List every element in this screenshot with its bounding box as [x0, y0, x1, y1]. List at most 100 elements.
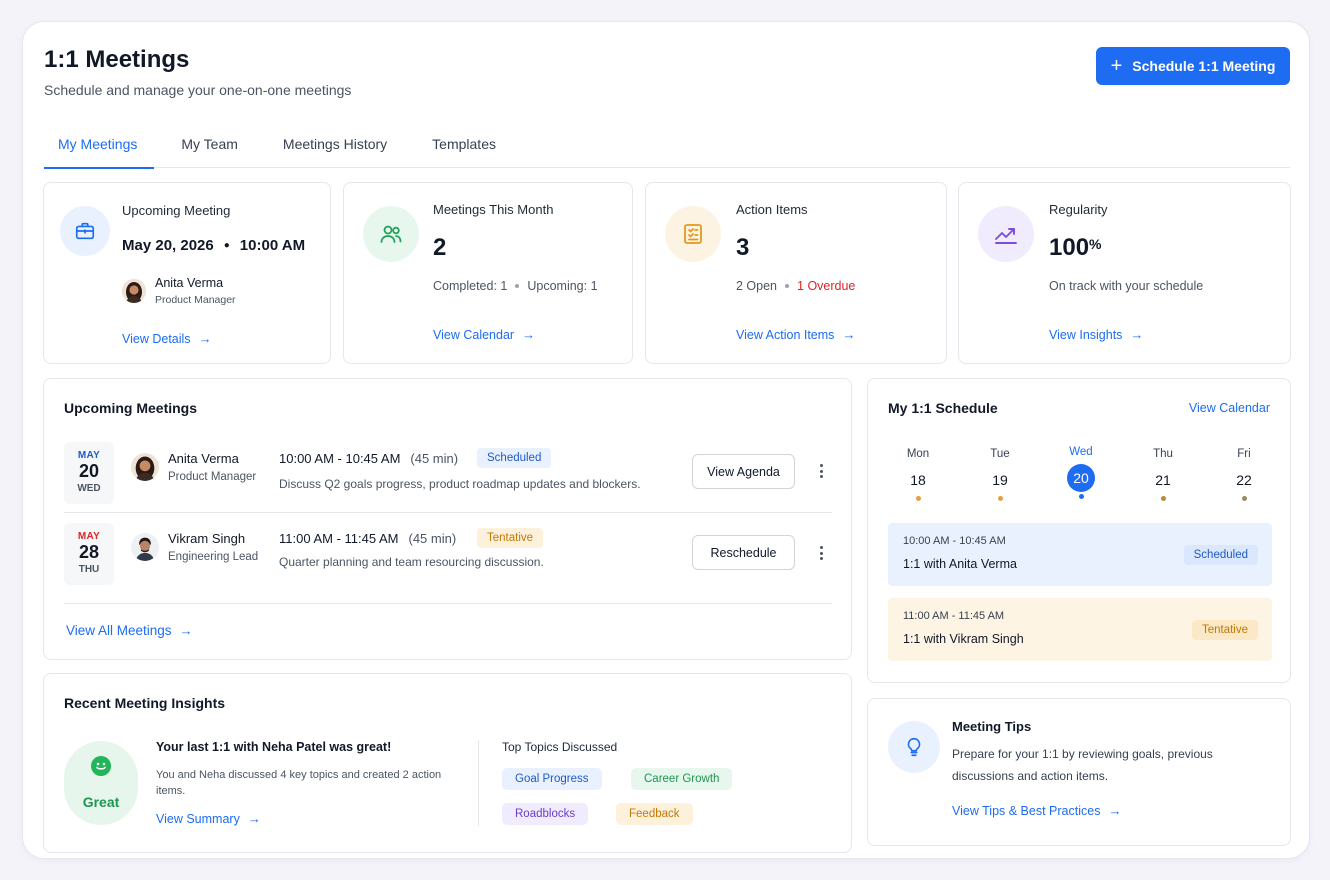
- meeting-weekday: WED: [77, 483, 101, 494]
- topic-tag[interactable]: Career Growth: [631, 768, 733, 790]
- topic-tag[interactable]: Feedback: [616, 803, 693, 825]
- reschedule-button[interactable]: Reschedule: [692, 535, 795, 570]
- insight-headline: Your last 1:1 with Neha Patel was great!: [156, 740, 392, 754]
- upcoming-person-name: Anita Verma: [155, 276, 224, 290]
- meeting-date-box: MAY 20 WED: [64, 442, 114, 504]
- schedule-title: My 1:1 Schedule: [888, 400, 998, 416]
- status-badge: Scheduled: [1183, 545, 1258, 565]
- avatar: [122, 279, 146, 303]
- slot-name: 1:1 with Vikram Singh: [903, 632, 1024, 646]
- tab-bar: My Meetings My Team Meetings History Tem…: [44, 128, 1290, 169]
- arrow-right-icon: →: [198, 331, 212, 346]
- upcoming-meeting-datetime: May 20, 2026 ● 10:00 AM: [122, 237, 306, 254]
- schedule-meeting-label: Schedule 1:1 Meeting: [1132, 58, 1276, 74]
- event-dot: [1160, 496, 1166, 501]
- meeting-person-name: Anita Verma: [168, 451, 239, 466]
- schedule-slot[interactable]: 11:00 AM - 11:45 AM 1:1 with Vikram Sing…: [888, 598, 1272, 661]
- regularity-value-wrap: 100%: [1049, 234, 1102, 262]
- meeting-description: Discuss Q2 goals progress, product roadm…: [279, 477, 641, 491]
- day-thu[interactable]: Thu 21: [1143, 448, 1183, 501]
- avatar: [131, 453, 159, 481]
- rating-label: Great: [82, 794, 120, 810]
- more-options-icon[interactable]: [815, 462, 827, 480]
- slot-time: 11:00 AM - 11:45 AM: [903, 610, 1005, 622]
- meeting-weekday: THU: [78, 564, 100, 575]
- view-details-link[interactable]: View Details →: [122, 331, 212, 346]
- upcoming-meeting-date: May 20, 2026: [122, 237, 214, 254]
- view-calendar-link[interactable]: View Calendar →: [433, 327, 536, 342]
- regularity-unit: %: [1089, 236, 1102, 252]
- meetings-this-month-card: Meetings This Month 2 Completed: 1 Upcom…: [343, 182, 633, 364]
- divider: [478, 740, 479, 826]
- meetings-this-month-value: 2: [433, 234, 447, 261]
- arrow-right-icon: →: [179, 623, 193, 638]
- slot-name: 1:1 with Anita Verma: [903, 557, 1017, 571]
- arrow-right-icon: →: [1108, 803, 1122, 818]
- meetings-this-month-label: Meetings This Month: [433, 202, 554, 217]
- meeting-day: 28: [78, 542, 100, 562]
- meeting-month: MAY: [77, 450, 101, 461]
- day-mon[interactable]: Mon 18: [898, 448, 938, 501]
- divider: [64, 512, 832, 513]
- app-window: 1:1 Meetings Schedule and manage your on…: [22, 21, 1310, 859]
- view-agenda-button[interactable]: View Agenda: [692, 454, 795, 489]
- tab-meetings-history[interactable]: Meetings History: [282, 136, 388, 152]
- smile-icon: [91, 756, 111, 776]
- meeting-time: 11:00 AM - 11:45 AM (45 min): [279, 531, 457, 546]
- status-badge: Scheduled: [477, 448, 552, 468]
- event-dot: [997, 496, 1003, 501]
- upcoming-meeting-time: 10:00 AM: [239, 237, 306, 254]
- schedule-slot[interactable]: 10:00 AM - 10:45 AM 1:1 with Anita Verma…: [888, 523, 1272, 586]
- day-wed[interactable]: Wed 20: [1061, 446, 1101, 499]
- event-dot: [915, 496, 921, 501]
- topic-tag[interactable]: Goal Progress: [502, 768, 602, 790]
- topics-title: Top Topics Discussed: [502, 740, 618, 754]
- rating-badge: Great: [64, 741, 138, 825]
- trend-up-icon: [978, 206, 1034, 262]
- meeting-person-name: Vikram Singh: [168, 531, 246, 546]
- meeting-person-role: Engineering Lead: [168, 551, 259, 563]
- briefcase-icon: [60, 206, 110, 256]
- arrow-right-icon: →: [842, 327, 856, 342]
- tab-templates[interactable]: Templates: [432, 136, 496, 152]
- slot-time: 10:00 AM - 10:45 AM: [903, 535, 1006, 547]
- view-tips-link[interactable]: View Tips & Best Practices →: [952, 803, 1122, 818]
- tab-my-meetings[interactable]: My Meetings: [44, 128, 155, 169]
- completed-count: Completed: 1: [433, 279, 508, 293]
- regularity-label: Regularity: [1049, 202, 1108, 217]
- view-summary-link[interactable]: View Summary →: [156, 811, 261, 826]
- schedule-view-calendar-link[interactable]: View Calendar: [1188, 401, 1270, 415]
- topic-tag[interactable]: Roadblocks: [502, 803, 589, 825]
- users-icon: [363, 206, 419, 262]
- upcoming-meeting-card: Upcoming Meeting May 20, 2026 ● 10:00 AM…: [43, 182, 331, 364]
- plus-icon: +: [1110, 55, 1123, 77]
- meeting-day: 20: [78, 461, 100, 481]
- status-badge: Tentative: [477, 528, 544, 548]
- action-items-breakdown: 2 Open 1 Overdue: [736, 279, 855, 293]
- tips-title: Meeting Tips: [952, 719, 1032, 734]
- view-action-items-link[interactable]: View Action Items →: [736, 327, 856, 342]
- tab-my-team[interactable]: My Team: [181, 136, 238, 152]
- overdue-count: 1 Overdue: [797, 279, 856, 293]
- action-items-label: Action Items: [736, 202, 808, 217]
- event-dot: [1241, 496, 1247, 501]
- divider: [64, 603, 832, 604]
- tips-card: Meeting Tips Prepare for your 1:1 by rev…: [867, 698, 1291, 846]
- insight-body: You and Neha discussed 4 key topics and …: [156, 769, 442, 797]
- schedule-meeting-button[interactable]: + Schedule 1:1 Meeting: [1096, 47, 1290, 85]
- status-badge: Tentative: [1191, 620, 1258, 640]
- checklist-icon: [665, 206, 721, 262]
- day-tue[interactable]: Tue 19: [980, 448, 1020, 501]
- view-insights-link[interactable]: View Insights →: [1049, 327, 1144, 342]
- open-count: 2 Open: [736, 279, 778, 293]
- avatar: [131, 533, 159, 561]
- day-fri[interactable]: Fri 22: [1224, 448, 1264, 501]
- page-subtitle: Schedule and manage your one-on-one meet…: [44, 82, 352, 98]
- upcoming-meetings-card: Upcoming Meetings MAY 20 WED Anita Verma…: [43, 378, 852, 660]
- upcoming-person-role: Product Manager: [155, 294, 236, 306]
- more-options-icon[interactable]: [815, 544, 827, 562]
- meeting-time: 10:00 AM - 10:45 AM (45 min): [279, 451, 459, 466]
- view-all-meetings-link[interactable]: View All Meetings →: [66, 623, 193, 638]
- meeting-description: Quarter planning and team resourcing dis…: [279, 555, 544, 569]
- upcoming-meeting-label: Upcoming Meeting: [122, 203, 231, 218]
